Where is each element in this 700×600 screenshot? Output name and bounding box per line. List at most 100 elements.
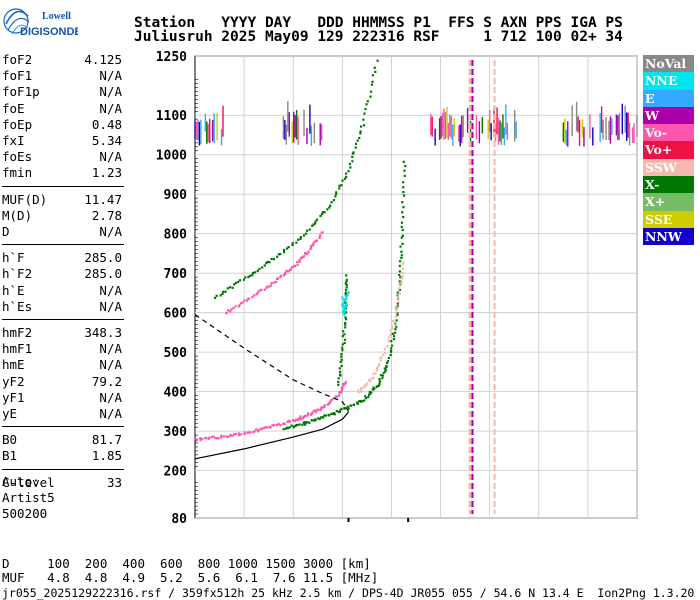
echo-point (312, 242, 315, 245)
echo-point (279, 424, 282, 427)
legend-item: Vo- (643, 124, 694, 142)
echo-point (229, 434, 232, 437)
echo-point (398, 260, 402, 263)
echo-point (391, 325, 394, 328)
echo-point (368, 378, 371, 381)
echo-point (390, 347, 393, 350)
echo-point (309, 248, 312, 251)
echo-point (231, 286, 234, 289)
echo-point (349, 404, 353, 407)
echo-point (257, 428, 260, 431)
echo-point (293, 419, 297, 422)
echo-point (330, 399, 333, 402)
param-value: 81.7 (91, 432, 122, 448)
echo-point (398, 284, 401, 287)
echo-point (282, 248, 286, 252)
echo-point (296, 263, 299, 266)
param-row: foF1 N/A (2, 68, 122, 84)
echo-point (285, 247, 289, 250)
echo-point (243, 432, 246, 436)
echo-point (241, 301, 244, 304)
param-label: h`F (2, 250, 25, 266)
profile-extrapolation (194, 314, 350, 412)
echo-point (363, 112, 366, 115)
echo-point (341, 346, 344, 349)
scale-muf-row: MUF 4.8 4.8 4.9 5.2 5.6 6.1 7.6 11.5 [MH… (2, 570, 379, 585)
echo-point (400, 221, 404, 224)
echo-point (238, 434, 241, 437)
param-row: hmE N/A (2, 357, 122, 373)
echo-point (358, 136, 361, 140)
param-row: C-level 33 (2, 475, 122, 491)
echo-point (371, 80, 374, 83)
echo-point (341, 296, 344, 299)
auto-artist: Artist5 (2, 490, 55, 505)
param-label: yF1 (2, 389, 25, 405)
echo-point (373, 66, 376, 69)
echo-point (285, 269, 288, 273)
echo-point (256, 292, 259, 295)
echo-point (330, 412, 333, 415)
echo-point (337, 377, 340, 380)
echo-point (286, 426, 290, 430)
echo-point (365, 103, 368, 106)
param-label: B0 (2, 432, 18, 448)
echo-point (385, 364, 388, 368)
echo-point (265, 262, 268, 265)
echo-point (305, 252, 308, 255)
echo-point (317, 417, 320, 420)
echo-point (302, 415, 305, 418)
legend-item: X- (643, 176, 694, 194)
echo-point (397, 287, 401, 290)
param-value: N/A (99, 341, 122, 357)
echo-point (260, 288, 263, 292)
echo-point (297, 238, 300, 241)
echo-point (342, 383, 345, 386)
param-separator (2, 185, 124, 187)
echo-point (231, 434, 234, 437)
param-value: N/A (99, 100, 122, 116)
echo-point (340, 407, 343, 411)
param-row: foEp 0.48 (2, 117, 122, 133)
y-tick-label: 500 (164, 346, 188, 361)
echo-point (321, 231, 324, 234)
param-row: h`Es N/A (2, 299, 122, 315)
echo-point (273, 423, 276, 427)
echo-point (402, 267, 405, 270)
echo-point (344, 318, 348, 321)
echo-point (359, 130, 362, 133)
echo-point (370, 83, 374, 86)
echo-point (378, 362, 381, 366)
echo-point (292, 425, 296, 428)
echo-point (245, 299, 249, 302)
param-value: 285.0 (84, 250, 122, 266)
echo-point (225, 312, 228, 315)
echo-point (394, 315, 397, 318)
echo-point (240, 433, 243, 436)
echo-point (319, 214, 322, 218)
echo-point (237, 432, 240, 435)
echo-point (208, 436, 211, 439)
legend-item: W (643, 106, 694, 125)
echo-point (377, 364, 380, 368)
echo-point (399, 276, 402, 279)
echo-point (313, 240, 316, 243)
echo-point (270, 257, 273, 261)
echo-point (314, 419, 317, 422)
echo-point (384, 351, 387, 354)
echo-point (219, 436, 223, 439)
echo-point (377, 384, 380, 387)
echo-point (395, 307, 398, 311)
echo-point (251, 271, 255, 275)
echo-point (338, 410, 341, 414)
digisonde-logo: Lowell DIGISONDE (3, 8, 78, 38)
echo-point (337, 380, 340, 384)
echo-point (345, 280, 348, 283)
echo-point (396, 313, 399, 317)
echo-point (342, 310, 345, 313)
param-label: h`Es (2, 298, 33, 314)
echo-point (266, 426, 269, 429)
echo-point (338, 187, 341, 190)
scale-distance-row: D 100 200 400 600 800 1000 1500 3000 [km… (2, 556, 371, 571)
echo-point (381, 374, 385, 377)
